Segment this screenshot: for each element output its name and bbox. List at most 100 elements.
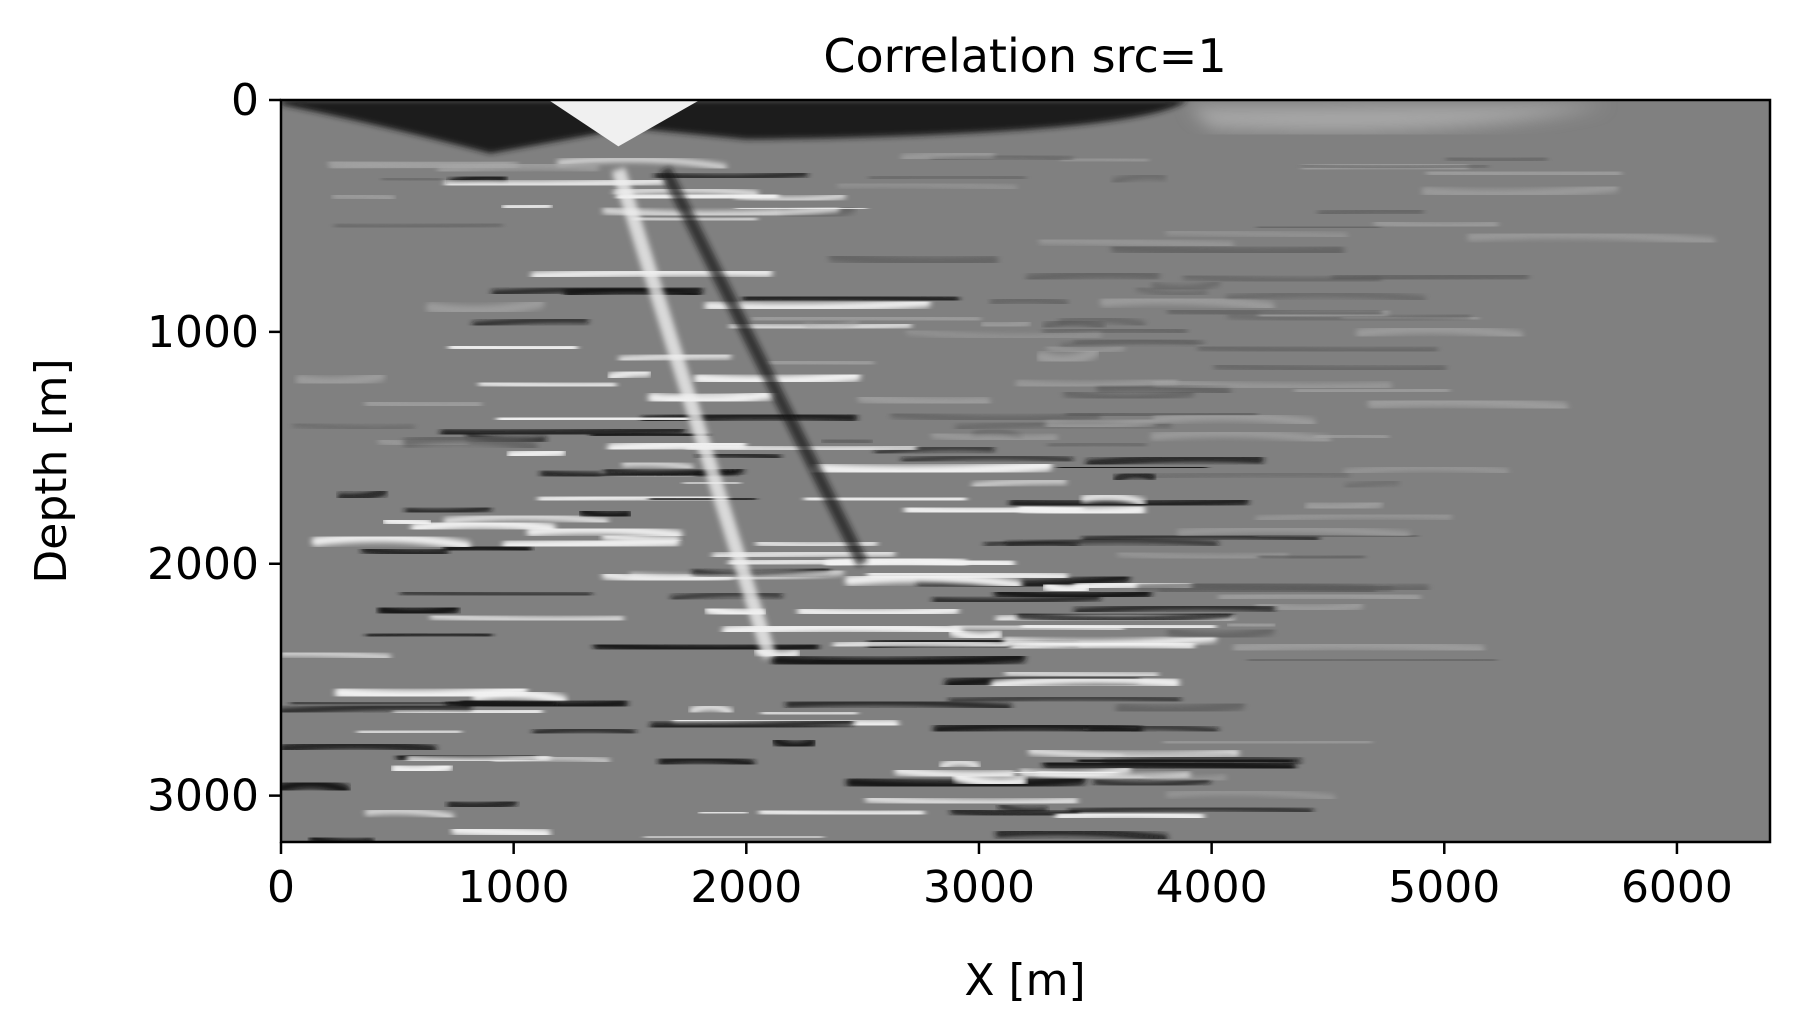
texture-mark: [377, 602, 460, 619]
texture-mark: [621, 460, 694, 471]
texture-mark: [281, 740, 437, 754]
texture-mark: [1150, 429, 1332, 445]
texture-mark: [410, 518, 557, 534]
texture-mark: [1166, 305, 1384, 319]
texture-mark: [1425, 166, 1623, 180]
texture-mark: [629, 569, 845, 582]
texture-mark: [760, 709, 859, 718]
texture-mark: [1162, 737, 1373, 747]
texture-mark: [1217, 589, 1422, 604]
texture-mark: [1330, 270, 1530, 285]
texture-mark: [443, 176, 667, 190]
texture-mark: [1300, 162, 1489, 171]
texture-mark: [1015, 376, 1179, 390]
texture-mark: [727, 556, 854, 568]
texture-mark: [381, 175, 443, 183]
texture-mark: [1046, 440, 1147, 449]
texture-mark: [1344, 479, 1400, 489]
texture-mark: [292, 422, 415, 431]
chart-title: Correlation src=1: [823, 29, 1226, 83]
texture-mark: [1367, 395, 1569, 414]
texture-mark: [606, 437, 747, 455]
texture-mark: [1467, 230, 1716, 246]
texture-mark: [429, 613, 625, 623]
texture-mark: [578, 506, 632, 522]
texture-mark: [281, 100, 1189, 154]
texture-mark: [704, 297, 931, 313]
texture-mark: [989, 295, 1069, 308]
texture-mark: [930, 430, 1059, 444]
texture-mark: [1151, 279, 1221, 292]
texture-mark: [1060, 156, 1150, 164]
texture-mark: [648, 494, 757, 504]
texture-mark: [733, 192, 846, 203]
texture-mark: [1225, 618, 1277, 632]
texture-mark: [868, 173, 1027, 182]
texture-mark: [1060, 338, 1198, 349]
texture-mark: [812, 459, 1053, 478]
texture-mark: [1136, 579, 1377, 596]
texture-mark: [1445, 154, 1548, 164]
texture-mark: [689, 703, 734, 716]
texture-mark: [820, 434, 874, 448]
y-tick-label: 0: [231, 75, 259, 126]
x-axis: 0 1000 2000 3000 4000 5000 6000: [267, 842, 1733, 913]
texture-mark: [905, 329, 1102, 340]
texture-mark: [334, 683, 528, 702]
texture-mark: [446, 798, 518, 810]
texture-mark: [1255, 221, 1382, 233]
texture-mark: [392, 705, 544, 717]
texture-mark: [1038, 237, 1234, 249]
seismic-texture: [281, 100, 1716, 842]
x-tick-label: 1000: [458, 862, 570, 913]
texture-mark: [381, 515, 433, 529]
texture-mark: [1188, 104, 1608, 132]
texture-mark: [333, 221, 503, 230]
texture-mark: [750, 312, 982, 325]
texture-mark: [864, 795, 1079, 807]
x-tick-label: 5000: [1388, 862, 1500, 913]
texture-mark: [931, 594, 1102, 605]
texture-mark: [1213, 362, 1447, 374]
texture-mark: [607, 367, 652, 382]
texture-mark: [844, 572, 1023, 590]
texture-mark: [766, 356, 875, 370]
texture-mark: [281, 703, 473, 715]
texture-mark: [1197, 343, 1439, 355]
texture-mark: [649, 717, 855, 731]
texture-mark: [281, 777, 351, 796]
texture-mark: [796, 604, 960, 619]
texture-mark: [1142, 771, 1227, 783]
texture-mark: [1246, 655, 1497, 665]
texture-mark: [1343, 464, 1509, 476]
texture-mark: [832, 638, 1011, 650]
texture-mark: [1110, 241, 1345, 259]
texture-mark: [399, 590, 593, 598]
texture-mark: [1255, 512, 1453, 523]
texture-mark: [659, 166, 869, 567]
y-axis: 0 1000 2000 3000: [147, 75, 281, 822]
texture-mark: [477, 379, 617, 390]
texture-mark: [447, 341, 579, 354]
texture-mark: [1304, 497, 1384, 514]
texture-mark: [365, 630, 493, 640]
texture-mark: [1165, 229, 1348, 239]
plot-frame: [279, 98, 1772, 844]
texture-mark: [308, 833, 375, 842]
texture-mark: [1054, 808, 1205, 823]
texture-mark: [402, 432, 538, 453]
x-tick-label: 6000: [1621, 862, 1733, 913]
texture-mark: [971, 478, 1067, 489]
texture-mark: [1165, 789, 1336, 801]
texture-mark: [1225, 290, 1426, 303]
texture-mark: [1086, 724, 1219, 734]
texture-mark: [443, 513, 609, 525]
texture-mark: [1373, 218, 1499, 231]
texture-mark: [1257, 551, 1366, 563]
x-tick-label: 0: [267, 862, 295, 913]
texture-mark: [1042, 317, 1106, 332]
texture-mark: [1036, 346, 1100, 366]
y-tick-label: 3000: [147, 771, 259, 822]
texture-mark: [1136, 471, 1350, 480]
